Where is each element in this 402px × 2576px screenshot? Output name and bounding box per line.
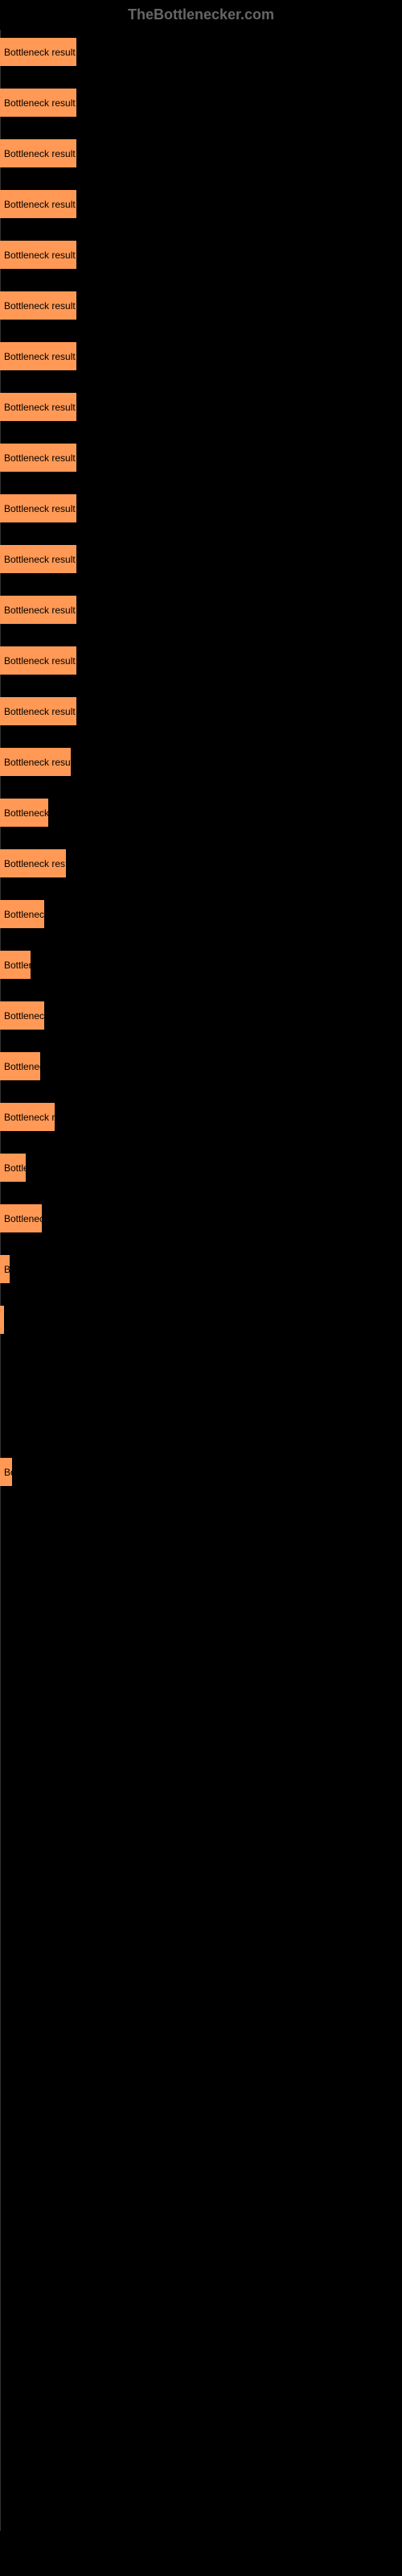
bar-row — [0, 1509, 402, 1537]
bar-row — [0, 2320, 402, 2348]
bar-row: Bottleneck — [0, 1001, 402, 1030]
chart-bar — [0, 1306, 4, 1334]
chart-bar: Bottleneck result — [0, 139, 76, 167]
bar-row — [0, 1407, 402, 1435]
chart-bar: Bottle — [0, 1154, 26, 1182]
bar-row — [0, 1610, 402, 1638]
bar-row — [0, 2117, 402, 2145]
bar-row: Bottleneck result — [0, 494, 402, 522]
chart-bar: Bottleneck result — [0, 697, 76, 725]
chart-bar: Bottleneck result — [0, 190, 76, 218]
chart-bar: Bottleneck result — [0, 38, 76, 66]
bar-row — [0, 1965, 402, 1993]
bar-row — [0, 2168, 402, 2196]
bar-row: Bottleneck result — [0, 190, 402, 218]
bar-row: B — [0, 1255, 402, 1283]
chart-bar: Bottleneck result — [0, 241, 76, 269]
chart-bar: Bottlenec — [0, 1204, 42, 1232]
chart-bar: Bottleneck result — [0, 646, 76, 675]
chart-bar: Bottlenec — [0, 1052, 40, 1080]
bar-row — [0, 1356, 402, 1385]
bar-row — [0, 1559, 402, 1587]
bar-row: Bottleneck result — [0, 291, 402, 320]
bar-row — [0, 2371, 402, 2399]
chart-bar: Bottleneck res — [0, 849, 66, 877]
bar-row: Bottleneck result — [0, 139, 402, 167]
chart-bar: Bottler — [0, 951, 31, 979]
bar-row: Bottleneck result — [0, 646, 402, 675]
chart-bar: Bottleneck result — [0, 545, 76, 573]
page-title: TheBottlenecker.com — [0, 0, 402, 30]
bar-row: Bottleneck result — [0, 545, 402, 573]
bar-row: Bottleneck result — [0, 697, 402, 725]
bar-row: Bottleneck result — [0, 38, 402, 66]
bar-row: Bottleneck — [0, 900, 402, 928]
bar-row: Bottleneck res — [0, 849, 402, 877]
bar-row: Bottlenec — [0, 1052, 402, 1080]
bar-row: Bottleneck result — [0, 241, 402, 269]
bar-row — [0, 1914, 402, 1942]
chart-bar: Bottleneck result — [0, 291, 76, 320]
chart-bar: Bottleneck result — [0, 444, 76, 472]
bar-row: Bottler — [0, 951, 402, 979]
bar-row — [0, 1813, 402, 1841]
bar-row — [0, 1306, 402, 1334]
chart-bar: B — [0, 1255, 10, 1283]
bar-row: Bottleneck r — [0, 1103, 402, 1131]
bar-chart: Bottleneck result Bottleneck result Bottle… — [0, 30, 402, 2531]
chart-bar: Bottleneck result — [0, 89, 76, 117]
chart-bar: Bottleneck result — [0, 596, 76, 624]
bar-row — [0, 2066, 402, 2095]
bar-row: Bottleneck result — [0, 444, 402, 472]
chart-bar: Bottleneck result — [0, 342, 76, 370]
bar-row: Bottlenec — [0, 1204, 402, 1232]
bar-row — [0, 2219, 402, 2247]
bar-row: Bottleneck result — [0, 89, 402, 117]
bar-row: Bottleneck result — [0, 342, 402, 370]
chart-bar: Bottleneck — [0, 900, 44, 928]
chart-bar: Bottleneck result — [0, 494, 76, 522]
bar-row: Bottle — [0, 1154, 402, 1182]
chart-bar: Bottleneck resu — [0, 748, 71, 776]
bar-row — [0, 1711, 402, 1740]
bar-row — [0, 1661, 402, 1689]
bar-row — [0, 2472, 402, 2500]
chart-bar: Bottleneck — [0, 1001, 44, 1030]
bar-row — [0, 2421, 402, 2450]
bar-row: Bottleneck result — [0, 393, 402, 421]
chart-bar: Bottleneck r — [0, 1103, 55, 1131]
bar-row: Bottleneck — [0, 799, 402, 827]
bar-row — [0, 1864, 402, 1892]
bar-row: Bottleneck resu — [0, 748, 402, 776]
chart-bar: Bottleneck result — [0, 393, 76, 421]
bar-row — [0, 2016, 402, 2044]
bar-row — [0, 1762, 402, 1790]
chart-bar: Bo — [0, 1458, 12, 1486]
bar-row — [0, 2269, 402, 2297]
bar-row: Bottleneck result — [0, 596, 402, 624]
bar-row: Bo — [0, 1458, 402, 1486]
chart-bar: Bottleneck — [0, 799, 48, 827]
